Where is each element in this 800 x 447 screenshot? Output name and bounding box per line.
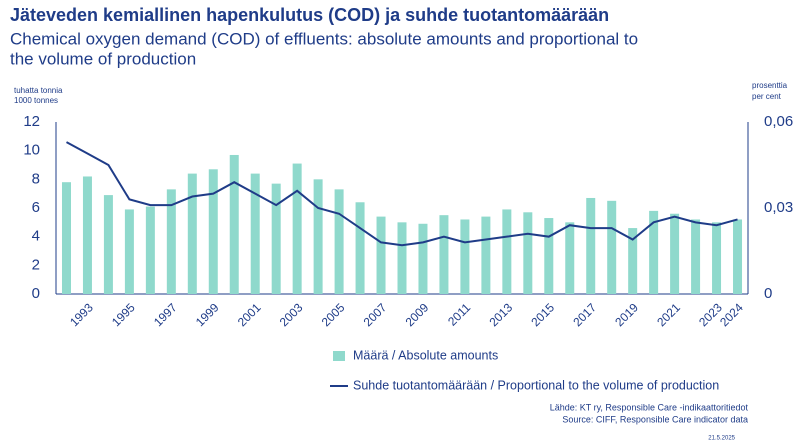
bar	[712, 222, 722, 294]
bar	[103, 195, 113, 294]
y2-tick-label: 0,06	[764, 113, 793, 130]
x-tick-label: 2001	[235, 300, 264, 329]
bar	[61, 182, 71, 294]
source: Source: CIFF, Responsible Care indicator…	[562, 414, 748, 424]
x-tick-label: 2007	[361, 300, 390, 329]
bar	[292, 163, 302, 294]
bar	[544, 218, 554, 294]
x-tick-label: 2019	[612, 300, 641, 329]
bar	[271, 183, 281, 294]
bar	[691, 219, 701, 294]
bar	[733, 219, 743, 294]
x-tick-label: 1999	[193, 300, 222, 329]
x-tick-label: 1997	[151, 300, 180, 329]
bar	[250, 173, 260, 294]
bar	[229, 154, 239, 294]
bar	[166, 189, 176, 294]
bar	[397, 222, 407, 294]
y-tick-label: 10	[23, 142, 40, 159]
bar	[334, 189, 344, 294]
chart-subtitle: Chemical oxygen demand (COD) of effluent…	[10, 29, 638, 48]
x-tick-label: 1993	[67, 300, 96, 329]
legend-label: Suhde tuotantomäärään / Proportional to …	[353, 378, 719, 392]
x-tick-label: 2015	[528, 300, 557, 329]
bar	[628, 228, 638, 294]
y2-axis-label: prosenttia	[752, 81, 788, 90]
x-tick-label: 2021	[654, 300, 683, 329]
bar	[208, 169, 218, 294]
bar	[670, 213, 680, 294]
y-tick-label: 6	[32, 199, 40, 216]
legend-label: Määrä / Absolute amounts	[353, 348, 498, 362]
x-tick-label: 2017	[570, 300, 599, 329]
bar	[502, 209, 512, 294]
y2-tick-label: 0	[764, 285, 772, 302]
y-tick-label: 4	[32, 228, 40, 245]
y-tick-label: 2	[32, 256, 40, 273]
x-tick-label: 2011	[445, 300, 473, 328]
bar	[124, 209, 134, 294]
date: 21.5.2025	[708, 436, 735, 442]
bar	[376, 216, 386, 294]
y-axis-label: tuhatta tonnia	[14, 86, 63, 95]
y-tick-label: 0	[32, 285, 40, 302]
source: Lähde: KT ry, Responsible Care -indikaat…	[550, 402, 749, 412]
y2-tick-label: 0,03	[764, 199, 793, 216]
bar	[649, 210, 659, 294]
y-axis-label: 1000 tonnes	[14, 96, 58, 105]
y-tick-label: 12	[23, 113, 40, 130]
y2-axis-label: per cent	[752, 92, 782, 101]
line	[66, 141, 738, 247]
bar	[355, 202, 365, 294]
bar	[565, 222, 575, 294]
x-tick-label: 2003	[277, 300, 306, 329]
bar	[460, 219, 470, 294]
x-tick-label: 2009	[403, 300, 432, 329]
bar	[523, 212, 533, 294]
x-tick-label: 1995	[109, 300, 138, 329]
bar	[439, 215, 449, 294]
x-tick-label: 2005	[319, 300, 348, 329]
legend-swatch	[333, 351, 345, 361]
chart-title: Jäteveden kemiallinen hapenkulutus (COD)…	[10, 5, 609, 25]
bar	[145, 206, 155, 294]
bar	[418, 223, 428, 294]
bar	[187, 173, 197, 294]
bar	[607, 200, 617, 294]
bar	[586, 197, 596, 294]
bar	[313, 179, 323, 294]
bar	[82, 176, 92, 294]
x-tick-label: 2013	[486, 300, 515, 329]
chart-subtitle: the volume of production	[10, 49, 196, 68]
bar	[481, 216, 491, 294]
x-tick-label: 2024	[717, 300, 746, 329]
y-tick-label: 8	[32, 170, 40, 187]
